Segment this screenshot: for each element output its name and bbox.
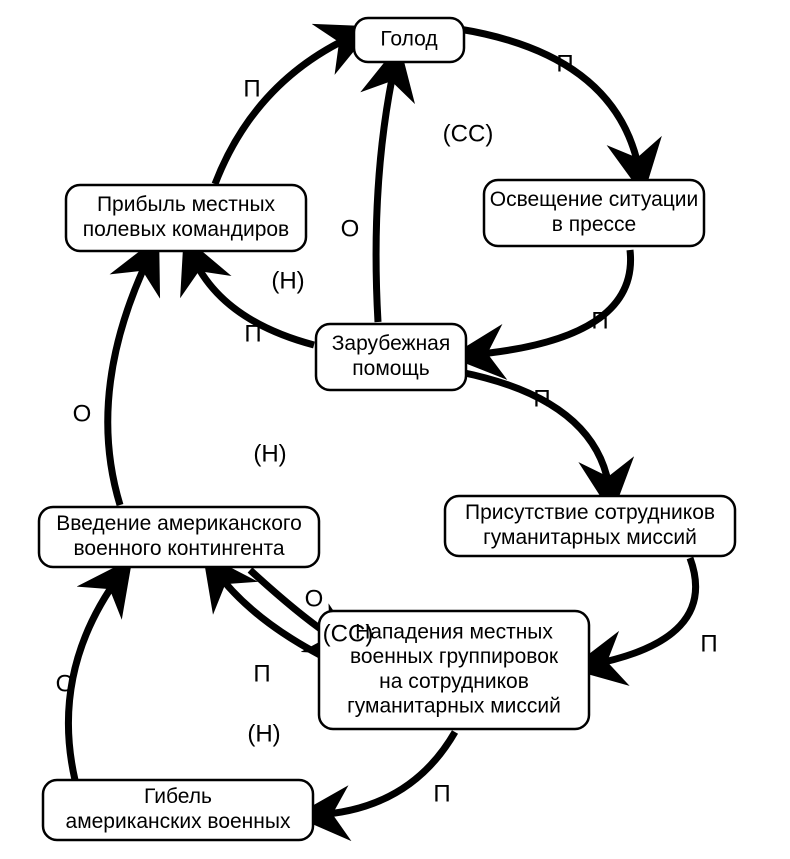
edge-e7 xyxy=(590,558,696,665)
node-warlords-label: Прибыль местных xyxy=(97,193,276,216)
node-humanitarian-label: Присутствие сотрудников xyxy=(465,501,715,524)
node-press: Освещение ситуациив прессе xyxy=(484,180,704,246)
node-attacks-label: военных группировок xyxy=(350,645,559,668)
edge-label-cc1: (СС) xyxy=(443,120,494,147)
edge-label-e1: П xyxy=(556,50,573,77)
edge-label-e12: П xyxy=(253,660,270,687)
edge-e1 xyxy=(459,29,640,175)
node-us_deaths-label: американских военных xyxy=(66,810,291,833)
edge-label-e8: О xyxy=(305,585,324,612)
edge-label-h2: (Н) xyxy=(253,440,286,467)
node-humanitarian: Присутствие сотрудниковгуманитарных мисс… xyxy=(445,496,735,556)
edge-e9 xyxy=(108,255,150,505)
edge-e11 xyxy=(68,575,120,780)
edge-label-e6: П xyxy=(533,385,550,412)
node-press-label: в прессе xyxy=(552,213,636,236)
edge-label-h1: (Н) xyxy=(271,267,304,294)
edge-e2 xyxy=(470,250,631,355)
node-foreign_aid-label: Зарубежная xyxy=(332,332,450,355)
node-warlords-label: полевых командиров xyxy=(83,218,289,241)
edge-label-e11: О xyxy=(56,670,75,697)
node-us_deaths: Гибельамериканских военных xyxy=(43,780,313,840)
edge-label-e3: О xyxy=(341,215,360,242)
edge-label-e4: П xyxy=(244,320,261,347)
node-attacks-label: Нападения местных xyxy=(355,620,553,643)
edge-label-e2: П xyxy=(591,307,608,334)
node-us_military: Введение американскоговоенного континген… xyxy=(39,507,319,567)
edge-label-cc2: (СС) xyxy=(323,620,374,647)
node-us_military-label: военного контингента xyxy=(73,537,284,560)
edge-label-h3: (Н) xyxy=(247,720,280,747)
node-humanitarian-label: гуманитарных миссий xyxy=(483,526,697,549)
node-attacks-label: на сотрудников xyxy=(379,670,529,693)
edge-e3 xyxy=(376,64,395,322)
node-press-label: Освещение ситуации xyxy=(490,188,699,211)
node-hunger: Голод xyxy=(354,18,464,62)
edge-label-e7: П xyxy=(700,630,717,657)
edge-e5 xyxy=(215,35,355,184)
edge-label-e9: О xyxy=(73,400,92,427)
node-attacks-label: гуманитарных миссий xyxy=(347,695,561,718)
node-us_deaths-label: Гибель xyxy=(144,785,212,808)
node-us_military-label: Введение американского xyxy=(56,512,302,535)
node-hunger-label: Голод xyxy=(380,28,437,51)
node-foreign_aid-label: помощь xyxy=(352,357,429,380)
causal-loop-diagram: Голод Освещение ситуациив прессе Зарубежна… xyxy=(0,0,790,859)
node-foreign_aid: Зарубежнаяпомощь xyxy=(316,324,466,390)
edge-label-e5: П xyxy=(243,75,260,102)
node-warlords: Прибыль местныхполевых командиров xyxy=(66,185,306,251)
edge-label-e10: П xyxy=(433,780,450,807)
